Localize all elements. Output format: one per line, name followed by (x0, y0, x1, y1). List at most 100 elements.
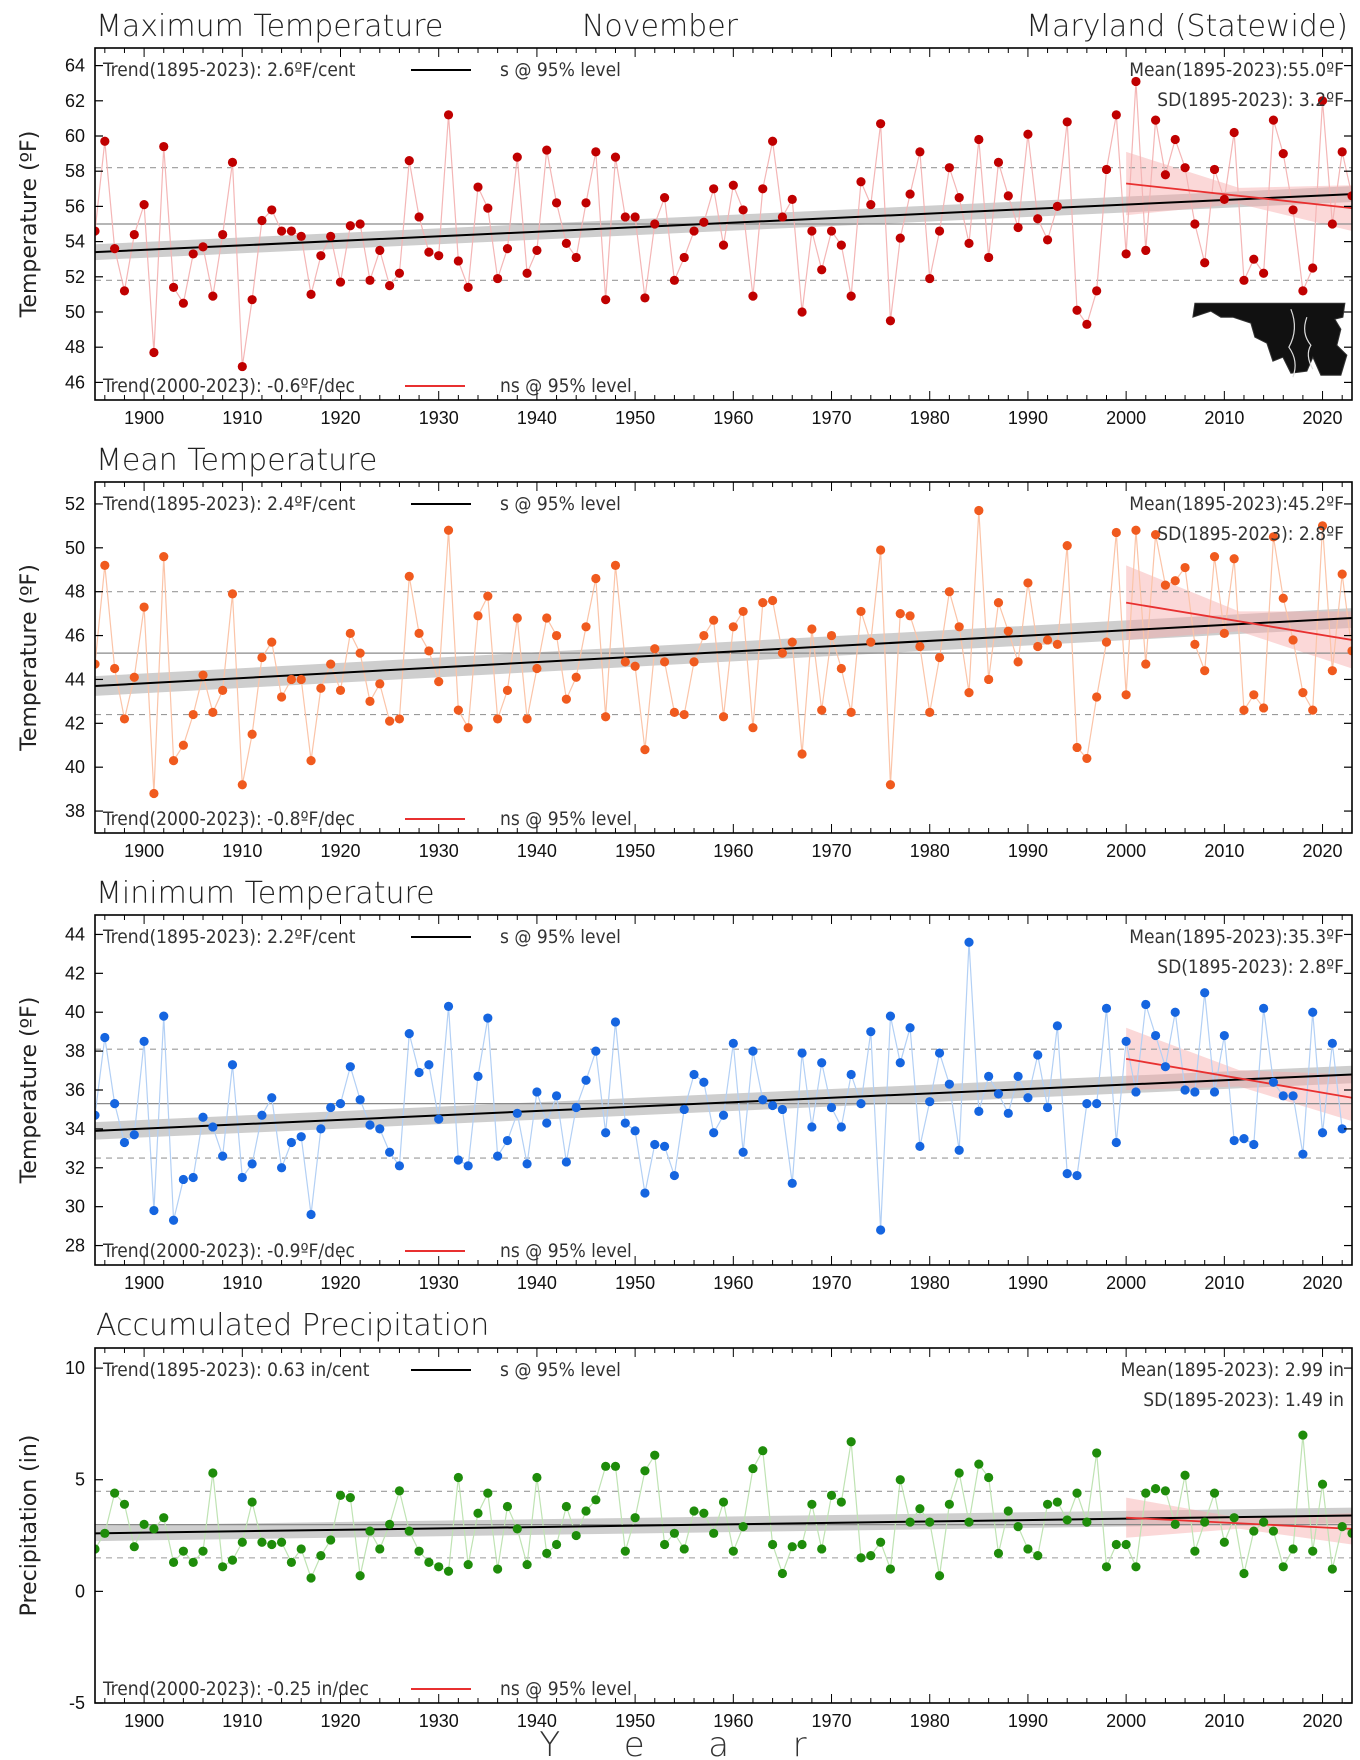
data-point (1288, 635, 1298, 645)
data-point (1121, 1539, 1131, 1550)
trend-short-line (1126, 182, 1352, 210)
data-point (276, 692, 287, 702)
data-point (394, 1486, 405, 1496)
x-tick-label: 2000 (1106, 1711, 1146, 1731)
data-point (1180, 562, 1190, 573)
data-point (168, 1215, 179, 1225)
data-point (738, 1147, 748, 1157)
data-point (817, 705, 827, 715)
data-point (934, 1048, 945, 1058)
data-point (95, 1110, 100, 1120)
data-point (100, 1528, 110, 1538)
data-point (375, 679, 385, 689)
data-point (512, 152, 522, 162)
y-tick-label: 52 (65, 494, 85, 514)
data-point (807, 624, 817, 634)
trend-long-significance: s @ 95% level (500, 493, 621, 515)
data-point (993, 1089, 1004, 1099)
data-point (836, 240, 846, 250)
x-tick-label: 1960 (713, 1273, 753, 1293)
data-point (1013, 1071, 1023, 1081)
data-point (522, 1559, 532, 1570)
data-point (1209, 1087, 1220, 1097)
y-tick-label: 0 (75, 1581, 85, 1601)
data-point (846, 291, 856, 301)
data-point (1082, 1517, 1092, 1527)
x-tick-label: 1940 (517, 1711, 557, 1731)
data-point (247, 1159, 257, 1169)
data-point (650, 219, 660, 229)
data-point (974, 1106, 984, 1116)
x-tick-label: 1990 (1008, 1711, 1048, 1731)
data-point (188, 709, 198, 720)
data-point (404, 571, 414, 581)
data-point (1219, 1030, 1229, 1041)
data-point (129, 229, 139, 240)
data-point (473, 182, 483, 192)
trend-short-label: Trend(2000-2023): -0.9ºF/dec (102, 1240, 355, 1262)
data-point (1200, 666, 1210, 676)
data-point (905, 1517, 915, 1527)
data-point (974, 134, 984, 145)
data-point (95, 1544, 100, 1554)
data-point (149, 1524, 159, 1534)
data-point (728, 180, 738, 190)
data-point (876, 1225, 886, 1235)
data-point (748, 723, 758, 733)
x-tick-label: 1910 (222, 1711, 262, 1731)
data-point (669, 1170, 679, 1181)
data-point (876, 119, 886, 129)
data-point (257, 215, 267, 226)
y-tick-label: 44 (65, 669, 85, 689)
y-tick-label: 60 (65, 126, 85, 146)
data-point (718, 712, 729, 722)
y-tick-label: 48 (65, 337, 85, 357)
data-point (777, 1104, 788, 1115)
data-point (522, 714, 532, 724)
trend-long-significance: s @ 95% level (500, 926, 621, 948)
data-point (1337, 1124, 1347, 1134)
data-point (630, 1513, 640, 1523)
data-point (257, 1110, 267, 1120)
y-axis-label: Precipitation (in) (17, 1435, 42, 1617)
data-point (1042, 1102, 1053, 1113)
data-point (443, 525, 454, 535)
data-point (502, 1501, 513, 1512)
data-point (316, 1124, 326, 1134)
data-point (1268, 1077, 1279, 1087)
data-point (630, 661, 640, 671)
data-point (1268, 1526, 1279, 1536)
data-point (1023, 1093, 1033, 1103)
data-point (1013, 1522, 1023, 1532)
x-tick-label: 1980 (910, 1273, 950, 1293)
trend-long-line (95, 1073, 1352, 1132)
data-point (787, 1542, 797, 1552)
data-point (699, 1077, 709, 1087)
data-point (1337, 147, 1347, 157)
data-point (699, 630, 709, 641)
data-point (1042, 235, 1053, 245)
data-point (355, 648, 365, 658)
data-point (689, 657, 699, 667)
trend-short-label: Trend(2000-2023): -0.8ºF/dec (102, 808, 355, 830)
data-point (424, 1060, 434, 1070)
data-point (1239, 1568, 1249, 1579)
data-point (1111, 110, 1121, 120)
data-point (1337, 569, 1347, 579)
data-point (1239, 1134, 1249, 1144)
data-point (728, 1546, 738, 1556)
panel-2-title: Mean Temperature (96, 443, 377, 478)
data-point (885, 1564, 896, 1574)
data-point (473, 1508, 483, 1518)
data-point (1052, 1497, 1062, 1507)
y-tick-label: 10 (65, 1358, 85, 1378)
data-point (934, 226, 945, 236)
x-tick-label: 2000 (1106, 841, 1146, 861)
data-point (1023, 129, 1033, 139)
data-point (443, 1001, 454, 1011)
data-point (1141, 659, 1151, 669)
data-point (522, 268, 532, 278)
data-point (326, 231, 336, 241)
x-tick-label: 1970 (812, 408, 852, 428)
data-point (777, 1568, 788, 1579)
